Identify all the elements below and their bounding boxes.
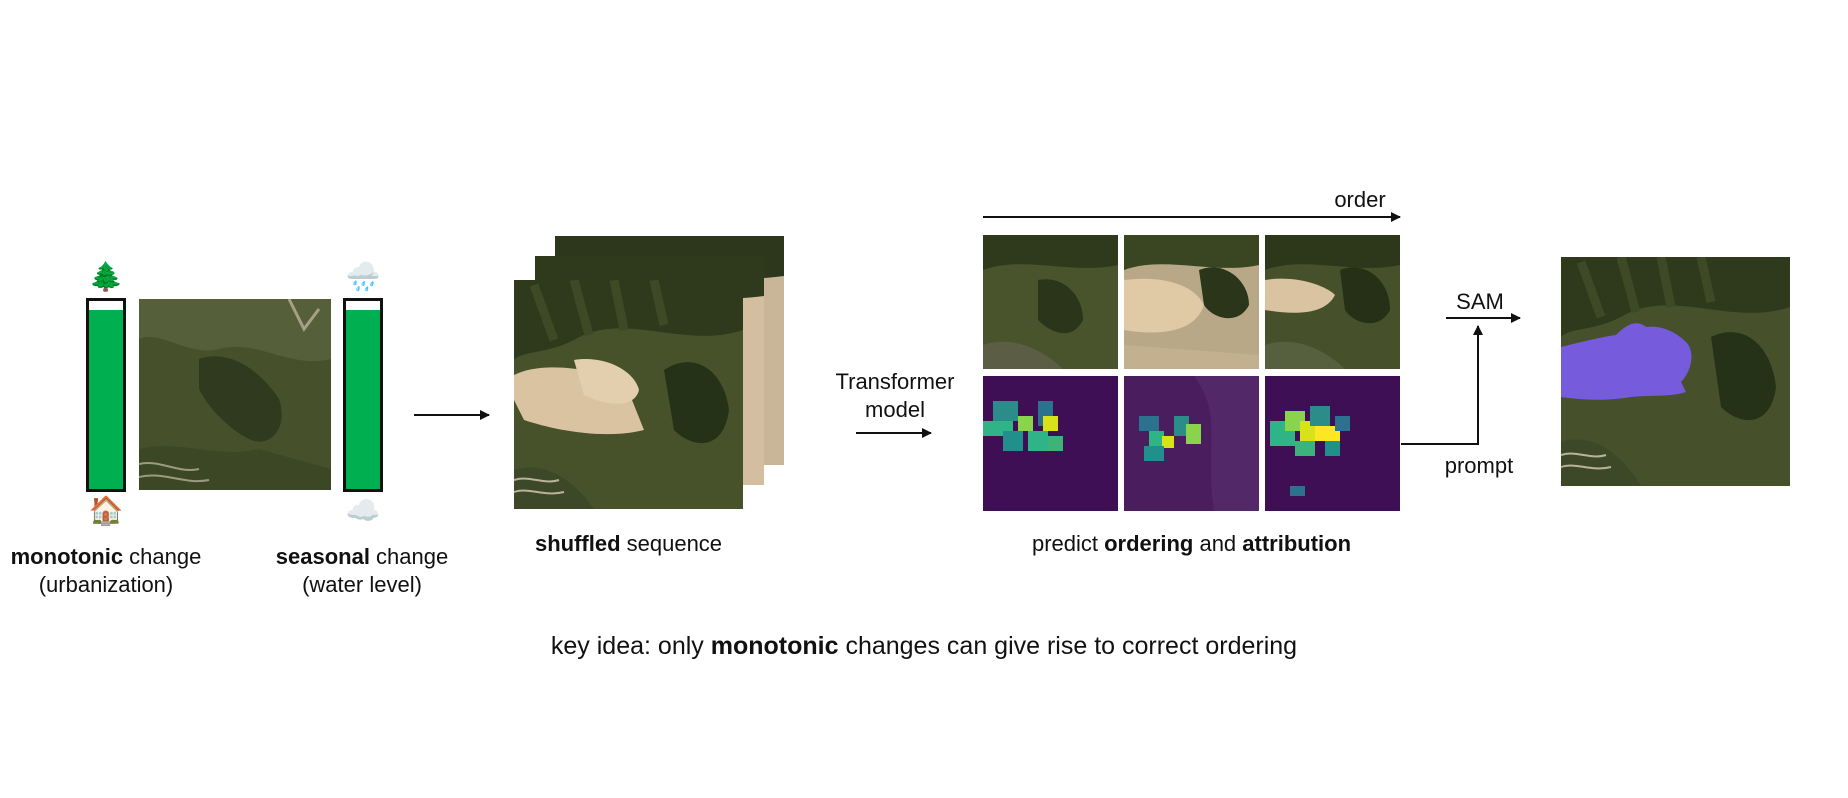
ordered-frame-2 xyxy=(1124,235,1259,369)
shuffled-frame-1 xyxy=(514,280,743,509)
cloud-icon: ☁️ xyxy=(345,495,381,526)
seasonal-sublabel: (water level) xyxy=(302,572,422,597)
model-label: model xyxy=(865,397,925,422)
monotonic-bar-fill xyxy=(89,310,123,489)
seasonal-bar xyxy=(343,298,383,492)
order-label: order xyxy=(1334,187,1386,212)
monotonic-label: monotonic change xyxy=(10,544,202,569)
shuffled-label: shuffled sequence xyxy=(534,531,723,556)
prompt-arrow xyxy=(1401,325,1483,445)
transformer-label: Transformer xyxy=(835,369,955,394)
monotonic-sublabel: (urbanization) xyxy=(38,572,174,597)
satellite-image-base xyxy=(139,299,331,490)
house-icon: 🏠 xyxy=(88,495,124,526)
segmentation-mask xyxy=(1561,323,1692,400)
attribution-map-2 xyxy=(1124,376,1259,511)
prediction-caption: predict ordering and attribution xyxy=(1031,531,1352,556)
attribution-map-3 xyxy=(1265,376,1400,511)
seasonal-bar-fill xyxy=(346,310,380,489)
rain-cloud-icon: 🌧️ xyxy=(345,261,381,292)
attribution-map-1 xyxy=(983,376,1118,511)
ordered-frame-1 xyxy=(983,235,1118,369)
tree-icon: 🌲 xyxy=(88,261,124,292)
seasonal-label: seasonal change xyxy=(275,544,449,569)
monotonic-bar xyxy=(86,298,126,492)
prompt-label: prompt xyxy=(1444,453,1514,478)
key-idea-text: key idea: only monotonic changes can giv… xyxy=(550,632,1298,660)
sam-label: SAM xyxy=(1456,289,1504,314)
ordered-frame-3 xyxy=(1265,235,1400,369)
sam-output-image xyxy=(1561,257,1790,486)
